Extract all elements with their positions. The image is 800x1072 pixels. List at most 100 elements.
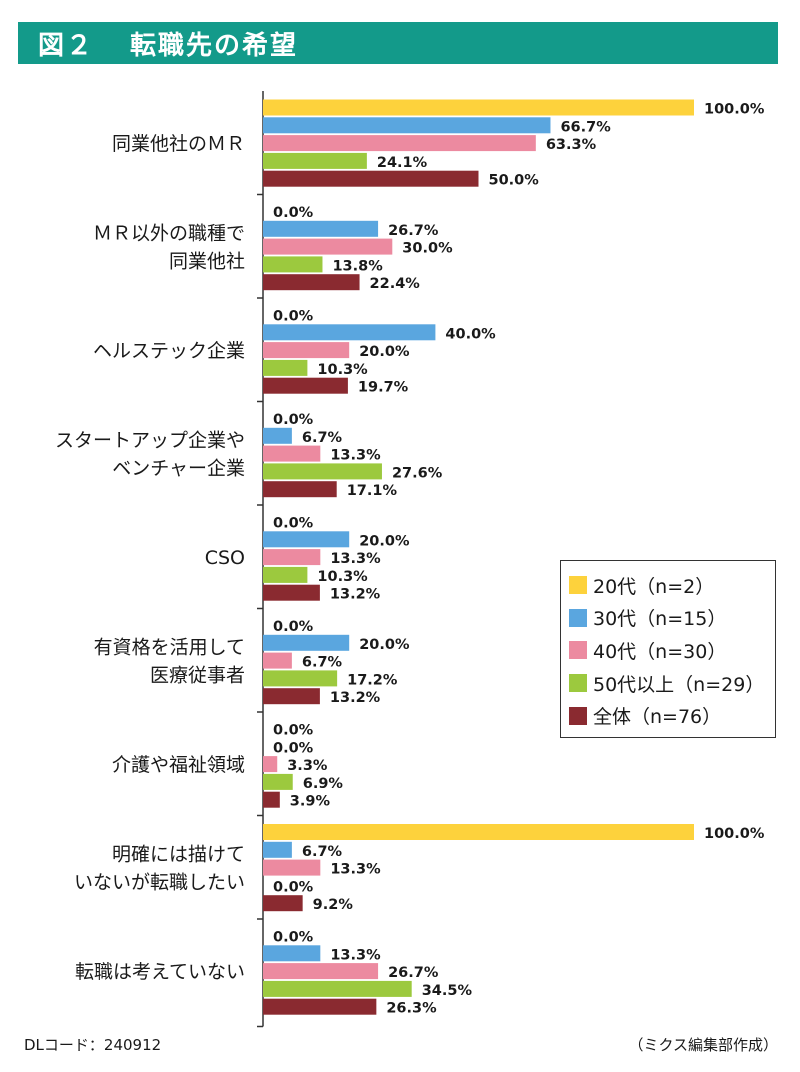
bar <box>263 998 377 1015</box>
bar <box>263 463 382 480</box>
figure-number: 図２ <box>38 30 95 61</box>
data-label: 13.2% <box>330 587 381 603</box>
data-label: 34.5% <box>422 983 473 999</box>
bar <box>263 859 321 876</box>
data-label: 6.7% <box>302 655 343 671</box>
data-label: 40.0% <box>445 326 496 342</box>
category-label: 介護や福祉領域 <box>112 754 245 776</box>
data-label: 100.0% <box>704 102 765 118</box>
data-label: 26.3% <box>386 1001 437 1017</box>
bar <box>263 427 292 444</box>
bar <box>263 220 379 237</box>
data-label: 50.0% <box>489 173 540 189</box>
bar <box>263 688 320 705</box>
data-label: 100.0% <box>704 826 765 842</box>
legend-swatch-40s <box>569 641 587 660</box>
bar <box>263 238 393 255</box>
bar <box>263 359 308 376</box>
bar <box>263 670 338 687</box>
category-label: 同業他社のＭＲ <box>112 133 245 155</box>
data-label: 26.7% <box>388 965 439 981</box>
data-label: 24.1% <box>377 155 428 171</box>
category-label: ＭＲ以外の職種で <box>93 223 245 245</box>
bar <box>263 324 436 341</box>
data-label: 6.9% <box>303 776 344 792</box>
data-label: 10.3% <box>317 569 368 585</box>
bar <box>263 895 303 912</box>
data-label: 13.3% <box>330 947 381 963</box>
data-label: 20.0% <box>359 637 410 653</box>
data-label: 17.1% <box>347 483 398 499</box>
data-label: 22.4% <box>370 276 421 292</box>
bar <box>263 634 350 651</box>
bar <box>263 773 293 790</box>
bar <box>263 841 292 858</box>
data-label: 6.7% <box>302 844 343 860</box>
category-label: いないが転職したい <box>74 872 245 894</box>
legend-label: 40代（n=30） <box>593 640 727 663</box>
category-label: スタートアップ企業や <box>55 430 245 452</box>
legend-item: 50代以上（n=29） <box>569 667 775 700</box>
data-label: 13.3% <box>330 448 381 464</box>
bar <box>263 963 379 980</box>
legend-label: 30代（n=15） <box>593 608 727 631</box>
legend-label: 全体（n=76） <box>593 706 722 729</box>
legend-swatch-20s <box>569 576 587 595</box>
legend-label: 20代（n=2） <box>593 575 715 598</box>
category-label: 同業他社 <box>169 251 245 273</box>
data-label: 26.7% <box>388 223 439 239</box>
data-label: 13.2% <box>330 690 381 706</box>
data-label: 0.0% <box>273 309 314 325</box>
category-label: 医療従事者 <box>150 665 245 687</box>
category-label: 明確には描けて <box>112 844 245 866</box>
data-label: 0.0% <box>273 516 314 532</box>
data-label: 13.3% <box>330 551 381 567</box>
category-label: 転職は考えていない <box>75 961 245 983</box>
bar <box>263 566 308 583</box>
bar <box>263 99 694 116</box>
bar <box>263 824 694 840</box>
legend: 20代（n=2） 30代（n=15） 40代（n=30） 50代以上（n=29）… <box>560 560 776 738</box>
bar <box>263 531 350 548</box>
category-label: CSO <box>205 547 245 569</box>
data-label: 13.8% <box>332 258 383 274</box>
bar <box>263 342 350 359</box>
legend-item: 40代（n=30） <box>569 634 775 667</box>
legend-label: 50代以上（n=29） <box>593 673 765 696</box>
data-label: 0.0% <box>273 723 314 739</box>
data-label: 19.7% <box>358 380 409 396</box>
bar <box>263 980 412 997</box>
bar <box>263 791 280 808</box>
bar <box>263 652 292 669</box>
data-label: 10.3% <box>317 362 368 378</box>
bar <box>263 152 367 169</box>
data-label: 3.9% <box>290 794 331 810</box>
category-label: 有資格を活用して <box>94 637 245 659</box>
legend-swatch-30s <box>569 608 587 627</box>
source-note: （ミクス編集部作成） <box>628 1036 778 1054</box>
data-label: 9.2% <box>313 897 354 913</box>
data-label: 0.0% <box>273 879 314 895</box>
data-label: 0.0% <box>273 740 314 756</box>
bar <box>263 445 321 462</box>
legend-item: 全体（n=76） <box>569 699 775 732</box>
bar <box>263 135 536 152</box>
bar <box>263 549 321 566</box>
bar <box>263 117 551 134</box>
data-label: 0.0% <box>273 205 314 221</box>
legend-swatch-50s <box>569 674 587 693</box>
bar <box>263 945 321 962</box>
data-label: 6.7% <box>302 430 343 446</box>
data-label: 0.0% <box>273 930 314 946</box>
data-label: 13.3% <box>330 862 381 878</box>
data-label: 20.0% <box>359 533 410 549</box>
chart-title: 転職先の希望 <box>130 30 299 61</box>
data-label: 17.2% <box>347 672 398 688</box>
bar <box>263 256 323 273</box>
bar <box>263 481 337 498</box>
category-label: ベンチャー企業 <box>112 458 245 480</box>
bar <box>263 170 479 187</box>
title-bar: 図２ 転職先の希望 <box>18 22 778 64</box>
data-label: 20.0% <box>359 344 410 360</box>
